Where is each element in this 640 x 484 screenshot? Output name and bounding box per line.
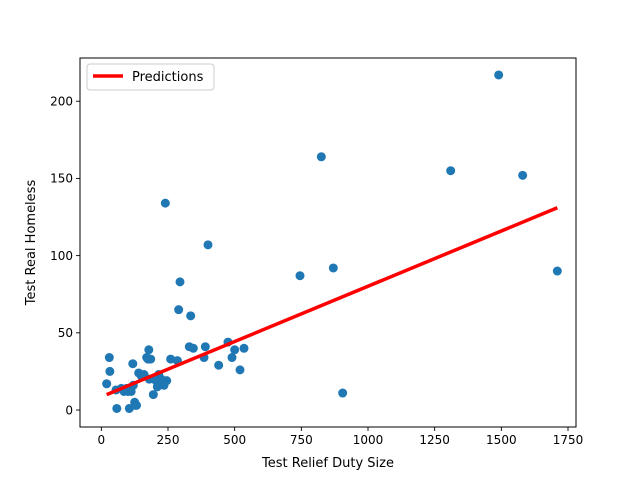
scatter-point <box>175 277 185 287</box>
y-tick-label: 100 <box>50 249 73 263</box>
scatter-point <box>132 400 142 410</box>
x-tick-label: 1250 <box>419 433 450 447</box>
scatter-point <box>227 353 237 363</box>
scatter-point <box>552 266 562 276</box>
axes-frame <box>79 57 577 428</box>
scatter-point <box>144 345 154 355</box>
scatter-point <box>295 271 305 281</box>
x-tick-label: 250 <box>157 433 180 447</box>
scatter-point <box>316 152 326 162</box>
x-tick-label: 750 <box>290 433 313 447</box>
x-tick-label: 500 <box>223 433 246 447</box>
scatter-point <box>200 342 210 352</box>
y-axis-label: Test Real Homeless <box>24 180 39 307</box>
scatter-point <box>128 359 138 369</box>
scatter-point <box>338 388 348 398</box>
scatter-point <box>518 170 528 180</box>
scatter-point <box>146 354 156 364</box>
scatter-point <box>188 343 198 353</box>
x-tick-label: 1500 <box>486 433 517 447</box>
x-tick-label: 1000 <box>353 433 384 447</box>
scatter-point <box>203 240 213 250</box>
y-tick-label: 150 <box>50 172 73 186</box>
predictions-line <box>105 206 559 397</box>
scatter-point <box>328 263 338 273</box>
scatter-point <box>230 345 240 355</box>
legend-label-predictions: Predictions <box>132 70 204 85</box>
scatter-point <box>162 376 172 386</box>
scatter-point <box>104 353 114 363</box>
x-tick-label: 0 <box>98 433 106 447</box>
scatter-point <box>235 365 245 375</box>
scatter-point <box>214 360 224 370</box>
legend: Predictions <box>86 63 215 91</box>
scatter-point <box>105 366 115 376</box>
y-tick-label: 50 <box>58 326 73 340</box>
y-tick-label: 0 <box>65 403 73 417</box>
scatter-point <box>186 311 196 321</box>
scatter-point <box>446 166 456 176</box>
x-tick-label: 1750 <box>553 433 584 447</box>
scatter-point <box>112 403 122 413</box>
scatter-point <box>494 70 504 80</box>
scatter-point <box>160 198 170 208</box>
y-tick-label: 200 <box>50 95 73 109</box>
scatter-point <box>148 390 158 400</box>
scatter-point <box>239 343 249 353</box>
scatter-point <box>174 305 184 315</box>
scatter-point <box>102 379 112 389</box>
x-axis-label: Test Relief Duty Size <box>261 456 394 471</box>
legend-box <box>86 63 215 91</box>
